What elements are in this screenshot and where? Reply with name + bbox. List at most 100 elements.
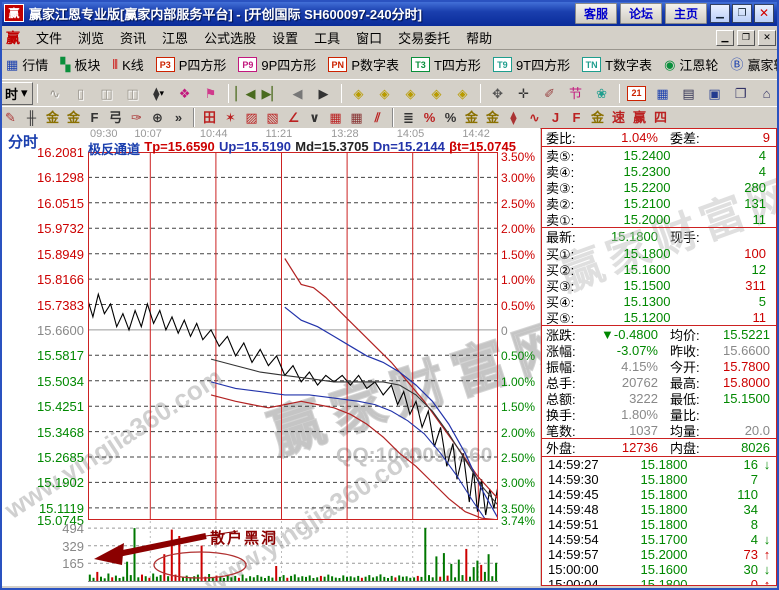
winner-line-button[interactable]: 赢 [630,109,649,126]
menu-item-8[interactable]: 窗口 [356,31,383,46]
price-chart[interactable] [88,152,498,520]
dense-grid2-button[interactable]: ▦ [347,109,366,126]
menu-item-1[interactable]: 文件 [36,31,63,46]
gold-percent-button[interactable]: 金 [462,109,481,126]
intraday-chart-panel[interactable]: 分时 09:30 10:07 10:44 11:21 13:28 14:05 14:42 极… [0,128,586,590]
pan-hand-button[interactable]: ✥ [486,82,510,104]
diamond-expand-button[interactable]: ◈ [399,82,423,104]
last-bar-button[interactable]: ▶▏ [260,82,284,104]
menu-item-6[interactable]: 设置 [272,31,299,46]
menu-item-4[interactable]: 江恩 [162,31,189,46]
j-angle-button[interactable]: J [546,109,565,126]
gann-wheel-button[interactable]: ◉ 江恩轮 [658,53,724,76]
bars9-disabled-button[interactable]: ◫ [121,82,145,104]
four-line-button[interactable]: 四 [651,109,670,126]
gold-grid2-button[interactable]: 金 [64,109,83,126]
circle-grid-button[interactable]: ⊕ [148,109,167,126]
close-button[interactable]: ✕ [754,3,774,23]
wave-band-button[interactable]: ∿ [525,109,544,126]
buy-row-5[interactable]: 买⑤: 15.1200 11 [542,309,776,326]
diamond-right-button[interactable]: ◈ [373,82,397,104]
t-number-table-button[interactable]: TN T数字表 [576,53,658,76]
percent-button[interactable]: % [441,109,460,126]
ray-box-button[interactable]: ▧ [263,109,282,126]
energy-disabled-button[interactable]: ▯ [69,82,93,104]
menu-item-5[interactable]: 公式选股 [204,31,257,46]
workstation-button[interactable]: ⌂ [755,82,779,104]
menu-item-7[interactable]: 工具 [314,31,341,46]
dense-grid-button[interactable]: ▦ [326,109,345,126]
gold-grid-button[interactable]: 金 [43,109,62,126]
radial-lines-button[interactable]: ✶ [221,109,240,126]
diamond-left-button[interactable]: ◈ [347,82,371,104]
buy-row-2[interactable]: 买②: 15.1600 12 [542,261,776,278]
bars3-disabled-button[interactable]: ◫ [95,82,119,104]
hatch-lines-button[interactable]: ⫽ [368,109,387,126]
notebook-button[interactable]: ▤ [677,82,701,104]
t-square-button[interactable]: T3 T四方形 [405,53,487,76]
sell-row-5[interactable]: 卖①: 15.2000 11 [542,211,776,228]
sell-row-4[interactable]: 卖②: 15.2100 131 [542,195,776,212]
p-square-button[interactable]: P3 P四方形 [150,53,233,76]
forum-button[interactable]: 论坛 [619,2,662,24]
sectors-button[interactable]: ▚ 板块 [54,53,106,76]
calendar-button[interactable]: 21 [625,82,649,104]
measure-button[interactable]: ✐ [538,82,562,104]
speed-line-button[interactable]: 速 [609,109,628,126]
wave-line-button[interactable]: ∨ [305,109,324,126]
p9-square-button[interactable]: P9 9P四方形 [232,53,322,76]
p-number-table-button[interactable]: PN P数字表 [322,53,405,76]
draw-grid-button[interactable]: ✑ [127,109,146,126]
period-selector[interactable]: 时 ▾ [0,81,33,105]
rhythm-tool-button[interactable]: 节 [564,82,588,104]
sell-row-1[interactable]: 卖⑤: 15.2400 4 [542,147,776,164]
next-bar-button[interactable]: ▶ [312,82,336,104]
f-grid-button[interactable]: F [85,109,104,126]
crosshair-button[interactable]: ✛ [512,82,536,104]
buy-row-4[interactable]: 买④: 15.1300 5 [542,293,776,310]
brush-button[interactable]: ✎ [1,109,20,126]
diamond-shrink-button[interactable]: ◈ [425,82,449,104]
kline-button[interactable]: ⦀ K线 [106,53,149,76]
winner-wheel-button[interactable]: Ⓑ赢家轮 [724,53,779,76]
menu-item-2[interactable]: 浏览 [78,31,105,46]
candle-arrow-button[interactable]: ⧫ [504,109,523,126]
child-restore-button[interactable]: ❐ [737,29,755,46]
grid-tool-button[interactable]: ╫ [22,109,41,126]
sell-row-3[interactable]: 卖③: 15.2200 280 [542,179,776,196]
flag-marker-button[interactable]: ⚑ [199,82,223,104]
gann-box-button[interactable]: 田 [200,109,219,126]
menu-item-9[interactable]: 交易委托 [398,31,451,46]
cycle-tool-button[interactable]: ❀ [590,82,614,104]
homepage-button[interactable]: 主页 [664,2,707,24]
shaded-box-button[interactable]: ▨ [242,109,261,126]
menu-item-10[interactable]: 帮助 [466,31,493,46]
first-bar-button[interactable]: ▏◀ [234,82,258,104]
gold-line-button[interactable]: 金 [483,109,502,126]
diamond-center-button[interactable]: ◈ [451,82,475,104]
volume-chart[interactable] [88,521,498,583]
child-close-button[interactable]: ✕ [758,29,776,46]
minimize-button[interactable]: ▁ [710,3,730,23]
more-grids-button[interactable]: » [169,109,188,126]
child-minimize-button[interactable]: ▁ [716,29,734,46]
buy-row-3[interactable]: 买③: 15.1500 311 [542,277,776,294]
save-disk-button[interactable]: ▣ [703,82,727,104]
multi-screen-button[interactable]: ❐ [729,82,753,104]
trend-disabled-button[interactable]: ∿ [43,82,67,104]
t9-square-button[interactable]: T9 9T四方形 [487,53,576,76]
angle-line-button[interactable]: ∠ [284,109,303,126]
gold-angle-button[interactable]: 金 [588,109,607,126]
menu-item-3[interactable]: 资讯 [120,31,147,46]
prev-bar-button[interactable]: ◀ [286,82,310,104]
maximize-button[interactable]: ❐ [732,3,752,23]
quotes-button[interactable]: ▦ 行情 [0,53,54,76]
titlebar[interactable]: 赢 赢家江恩专业版[赢家内部服务平台] - [开创国际 SH600097-240… [0,0,779,26]
f-angle-button[interactable]: F [567,109,586,126]
gann-mark-button[interactable]: ❖ [173,82,197,104]
candle-style-button[interactable]: ⧫ ▾ [147,82,171,104]
price-ladder-button[interactable]: ≣ [399,109,418,126]
percent-line-button[interactable]: % [420,109,439,126]
sell-row-2[interactable]: 卖④: 15.2300 4 [542,163,776,180]
support-button[interactable]: 客服 [574,2,617,24]
